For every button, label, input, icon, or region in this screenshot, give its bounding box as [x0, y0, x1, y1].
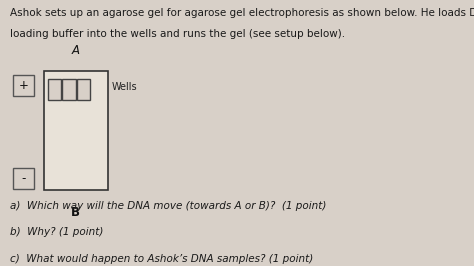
- Text: B: B: [71, 206, 80, 219]
- Text: loading buffer into the wells and runs the gel (see setup below).: loading buffer into the wells and runs t…: [9, 29, 345, 39]
- Bar: [62, 79, 76, 100]
- Text: b)  Why? (1 point): b) Why? (1 point): [9, 227, 103, 237]
- Text: Wells: Wells: [111, 82, 137, 92]
- Bar: [44, 71, 108, 190]
- Bar: [77, 79, 91, 100]
- Text: -: -: [21, 172, 26, 185]
- Text: +: +: [18, 79, 28, 92]
- FancyBboxPatch shape: [13, 168, 34, 189]
- Text: A: A: [72, 44, 80, 57]
- Bar: [48, 79, 61, 100]
- Text: c)  What would happen to Ashok’s DNA samples? (1 point): c) What would happen to Ashok’s DNA samp…: [9, 253, 313, 264]
- Text: a)  Which way will the DNA move (towards A or B)?  (1 point): a) Which way will the DNA move (towards …: [9, 201, 326, 211]
- FancyBboxPatch shape: [13, 75, 34, 97]
- Text: Ashok sets up an agarose gel for agarose gel electrophoresis as shown below. He : Ashok sets up an agarose gel for agarose…: [9, 8, 474, 18]
